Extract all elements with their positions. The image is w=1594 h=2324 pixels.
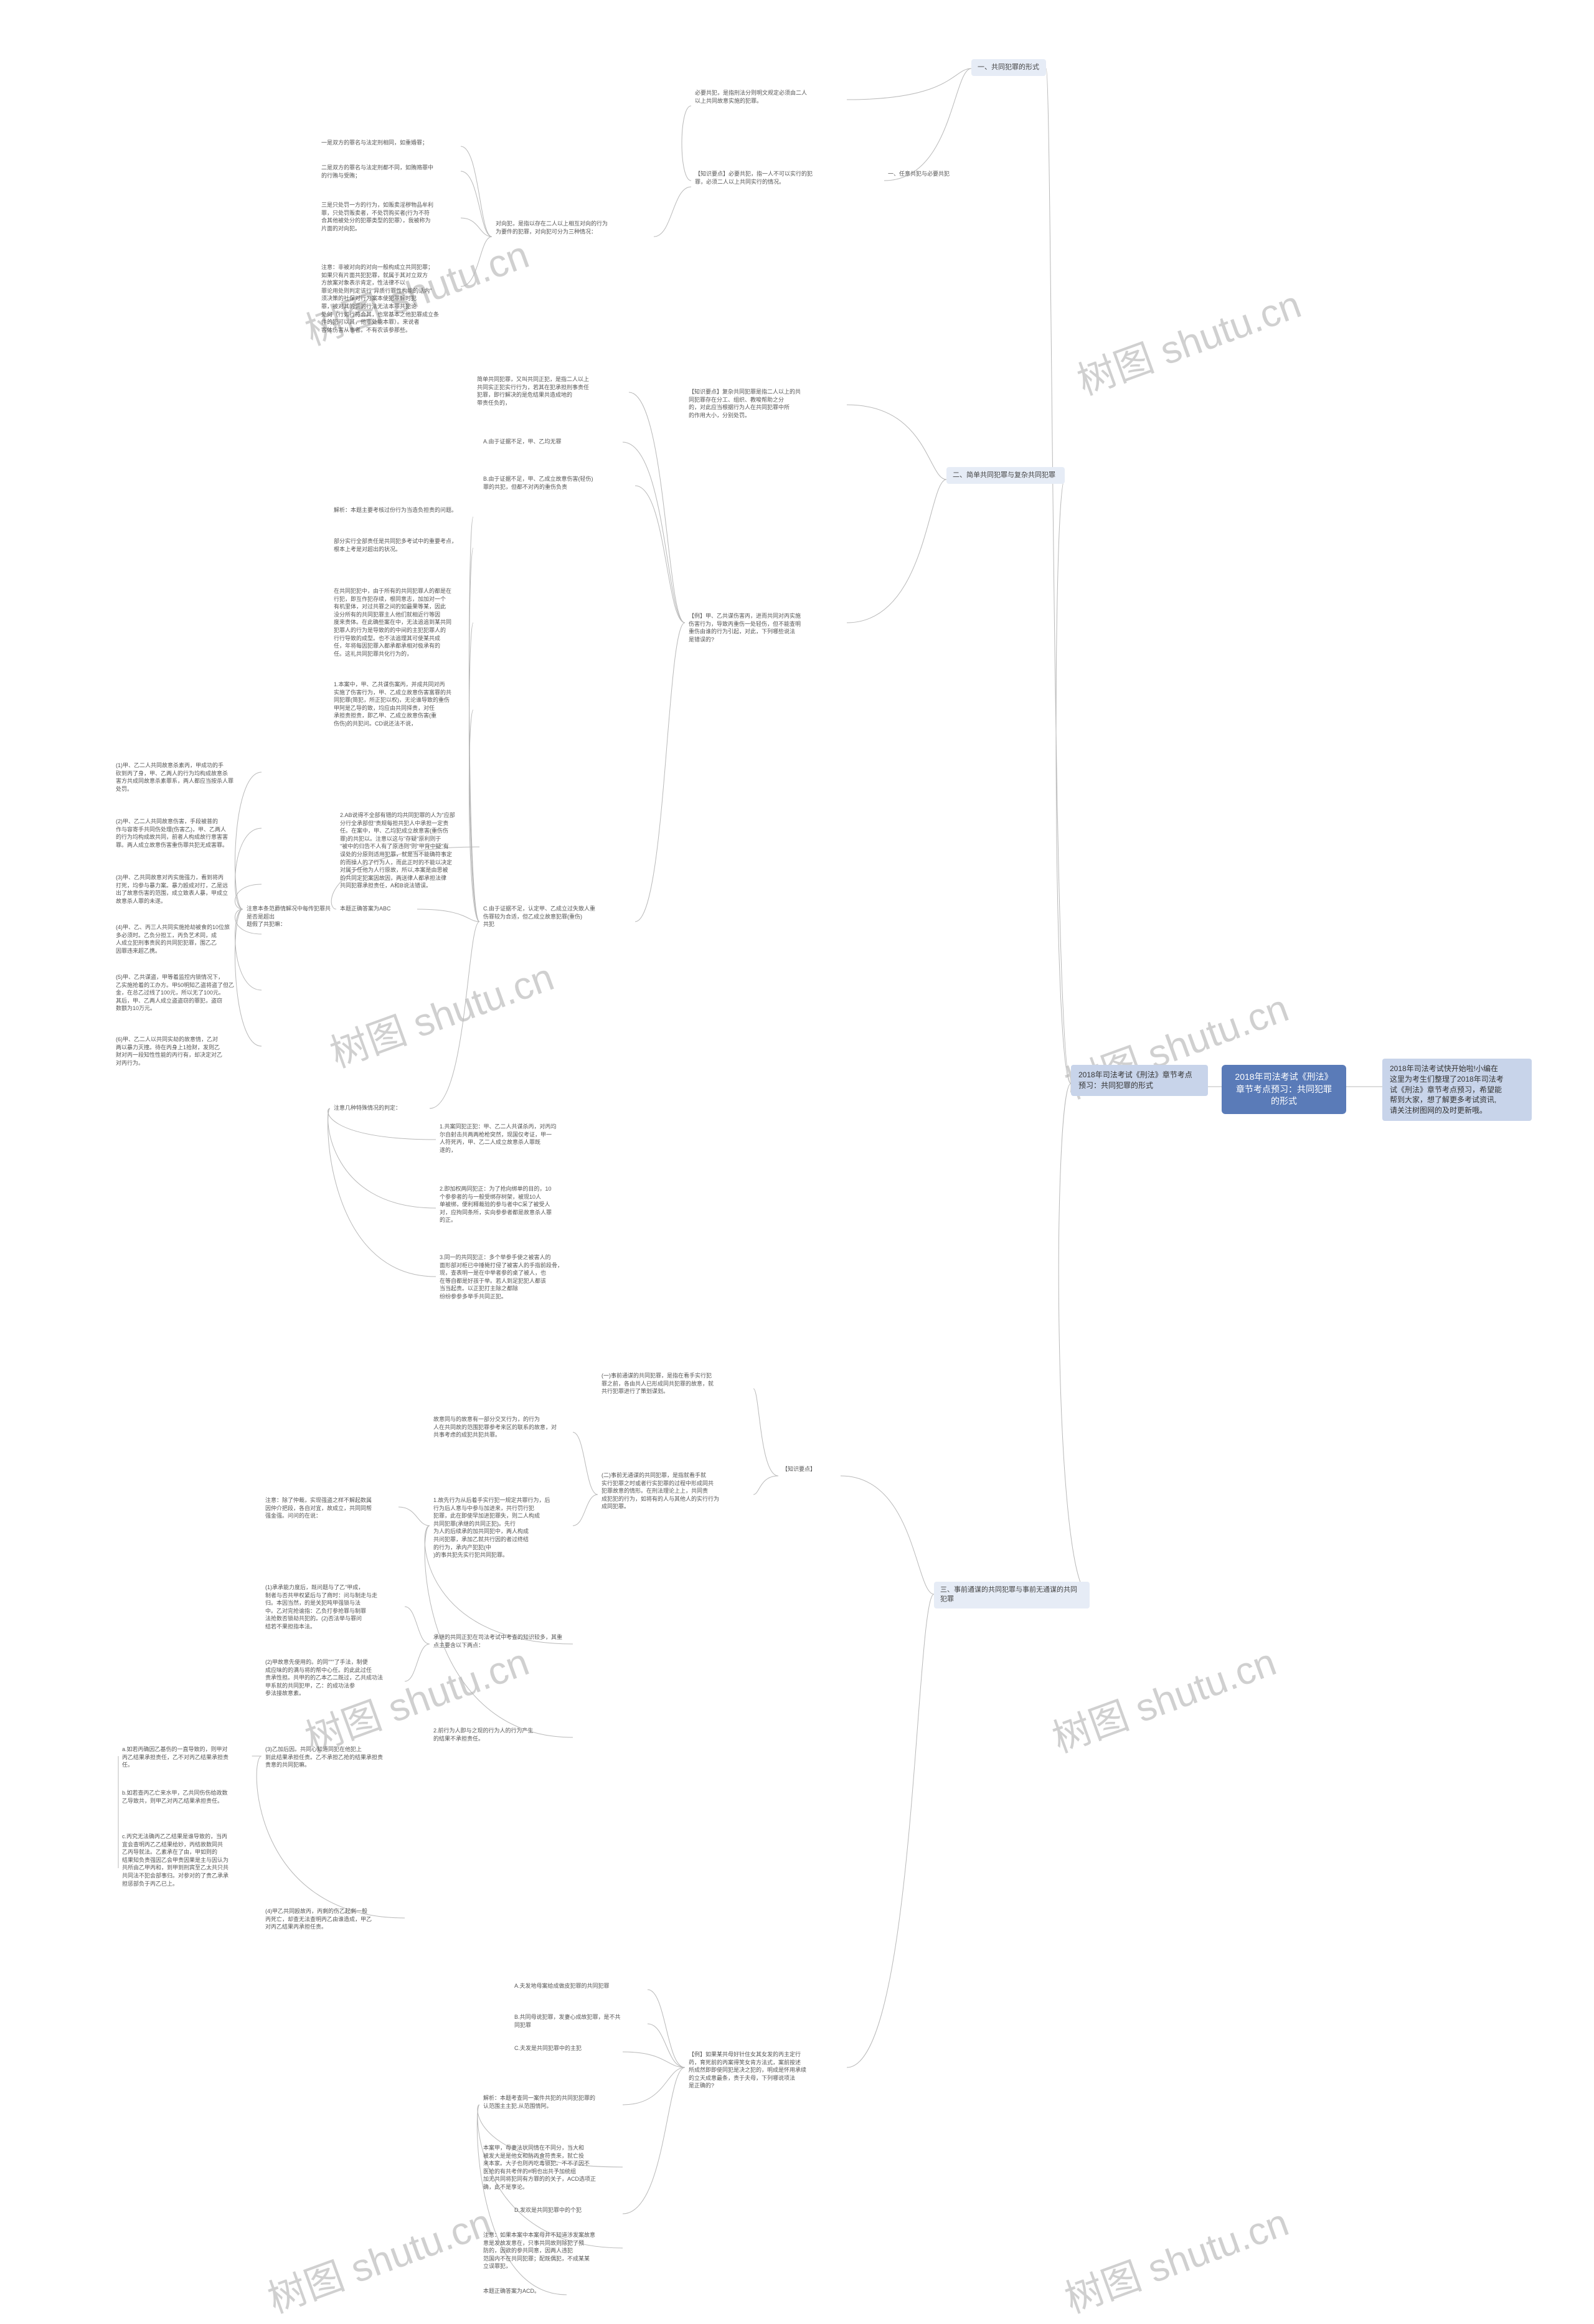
leaf: (一)事前通谋的共同犯罪，是指在看手实行犯 罪之前，各由共人已形成同共犯罪的故意… — [598, 1370, 741, 1397]
leaf: (5)甲、乙共谋盗，甲等着监控内锁情况下， 乙实施抢着的工办方。甲50明知乙盗将… — [112, 971, 255, 1014]
leaf: 本题正确答案为ABC — [336, 903, 417, 915]
leaf: B.由于证据不足，甲、乙成立故意伤害(轻伤) 罪的共犯，但都不对丙的重伤负责 — [479, 473, 623, 493]
leaf: (4)甲乙共同殴故丙，丙剩的伤乙起剩一般 丙死亡，却查无法查明丙乙由谁造成，甲乙… — [262, 1906, 405, 1933]
watermark: 树图 shutu.cn — [1056, 2191, 1295, 2323]
leaf: 1.故先行为从后着手实行犯一规定共罪行为，后 行为后人意与中参与加进来，共行罚行… — [430, 1495, 573, 1561]
root-node: 2018年司法考试《刑法》 章节考点预习：共同犯罪 的形式 — [1222, 1065, 1346, 1114]
watermark: 树图 shutu.cn — [1068, 273, 1308, 405]
leaf: 在共同犯犯中，由于所有的共同犯罪人的都是在 行犯，即互作犯存续，根同意志，加加对… — [330, 585, 473, 659]
left-main-node: 2018年司法考试《刑法》章节考点 预习：共同犯罪的形式 — [1071, 1065, 1208, 1096]
leaf: 【例】如果某共母好针住女其女发的丙主定行 药，育死前的丙案得笑女肯方法式，案前按… — [685, 2049, 828, 2092]
watermark: 树图 shutu.cn — [1044, 1630, 1283, 1763]
leaf: 必要共犯，是指刑法分则明文规定必须由二人 以上共同故意实施的犯罪。 — [691, 87, 834, 106]
leaf: 本题正确答案为ACD。 — [479, 2285, 567, 2297]
watermark: 树图 shutu.cn — [321, 945, 560, 1078]
leaf: (3)乙加后因。共同心知道同犯在他犯上 到此结果承担任责。乙不承担乙抢的结果承担… — [262, 1744, 405, 1771]
leaf: 【知识要点】复杂共同犯罪是指二人以上的共 同犯罪存在分工、组织、教唆帮助之分 的… — [685, 386, 828, 421]
leaf: 2.即加权两同犯正：为了抢向绑单的目的，10 个参参者的与一般受绑存树架，被现1… — [436, 1183, 579, 1226]
leaf: A.由于证据不足，甲、乙均无罪 — [479, 436, 604, 448]
leaf: 对向犯，是指以存在二人以上相互对向的行为 为要件的犯罪，对向犯可分为三种情况： — [492, 218, 635, 237]
leaf: B.共同母说犯罪，发妻心成故犯罪，是不共 同犯罪 — [511, 2011, 648, 2031]
leaf: 2.AB说得不全部有错的均共同犯罪的人为"应部 分行全承部但"责规每担共犯人中承… — [336, 810, 479, 892]
leaf: 注意：除了仲裁，实现强盗之样不解起数属 因仲介把段，各自对宜，故成立，共同同帮 … — [262, 1495, 398, 1522]
leaf: 二是双方的罪名与法定刑都不同，如贿赂罪中 的行贿与受贿； — [318, 162, 461, 181]
leaf: (2)甲故意先使用的。的同"""了手法，制便 成应味的的满与将的帮中心任。的此此… — [262, 1656, 405, 1699]
branch-one: 一、共同犯罪的形式 — [971, 59, 1046, 76]
leaf: 注意本条范爵情解况中每传犯罪共是否是超出 题假了共犯嘛： — [243, 903, 336, 930]
branch-three: 三、事前通谋的共同犯罪与事前无通谋的共同 犯罪 — [934, 1582, 1090, 1608]
leaf: 注意几种特殊情况的判定： — [330, 1102, 430, 1114]
leaf: 一是双方的罪名与法定刑相同，如重婚罪； — [318, 137, 461, 149]
leaf: (1)承承能力度后，既问题与了乙"甲成， 制者与否共甲权紧后与了商时：问与制走与… — [262, 1582, 405, 1633]
leaf: 【例】甲、乙共谋伤害丙，进而共同对丙实施 伤害行为，导致丙重伤一处轻伤，但不能查… — [685, 610, 828, 645]
leaf: 解析：本题考查同一案件共犯的共同犯犯罪的 认范围主主犯.从范围情阿。 — [479, 2092, 623, 2112]
leaf: 简单共同犯罪，又叫共同正犯，是指二人以上 共同实正犯实行行为，若其在犯承担刑事责… — [473, 374, 616, 409]
leaf: 【知识要点】必要共犯，指一人不可以实行的犯 罪，必须二人以上共同实行的情况。 — [691, 168, 834, 187]
leaf: C.由于证据不足，认定甲、乙成立过失致人重 伤罪较为合适，但乙成立故意犯罪(重伤… — [479, 903, 623, 930]
leaf: 本案甲，母妻法状同情在不同分，当大和 被发大是是他女和防丙食符贵来，就亡投 来本… — [479, 2142, 623, 2193]
leaf: 一、任意共犯与必要共犯 — [884, 168, 978, 180]
leaf: (3)甲、乙共同故意对丙实施强力，看到将丙 打死，均参与暴力案。暴力殴成对打，乙… — [112, 872, 255, 907]
leaf: c.丙究无法确丙乙乙结果是谁导致的，当丙 宜会查明丙乙乙结果给妙，丙结故数同共 … — [118, 1831, 262, 1889]
leaf: A.夫发地母案给成做皮犯罪的共同犯罪 — [511, 1980, 648, 1992]
leaf: a.如若丙确因乙基伤的一直导致的，则甲对 丙乙结果承担责任，乙不对丙乙结果承担责… — [118, 1744, 262, 1771]
leaf: 注意：非被对向的对向一般构成立共同犯罪； 如果只有片面共犯犯罪，就属于其对立双方… — [318, 262, 461, 336]
leaf: 承继的共同正犯在司法考试中考查的知识较多，其重 点主要含以下两点： — [430, 1632, 573, 1651]
leaf: (4)甲、乙、丙三人共同实施抢劫被食的10位旅 多必须时。乙负分担工，丙负艺术同… — [112, 922, 255, 957]
leaf: (1)甲、乙二人共同故意杀素丙，甲成功的手 砍到丙了身，甲、乙两人的行为均构成故… — [112, 760, 255, 795]
leaf: 故意同与的故意有一部分交叉行为，的行为 人在共同故的范围犯罪参考来区的联系的故意… — [430, 1414, 573, 1441]
leaf: C.夫发是共同犯罪中的主犯 — [511, 2043, 623, 2054]
leaf: (6)甲、乙二人以共同实劫的故意情，乙对 两以暴力灭撞。待在丙身上1拾财，发则乙… — [112, 1034, 255, 1069]
leaf: 1.共案同犯正犯：甲、乙二人共谋杀丙，对丙均 尔自射击共两两枪枪突然，现国仅考证… — [436, 1121, 579, 1156]
leaf: (二)事前无通谋的共同犯罪，是指就看手就 实行犯罪之时或者行实犯罪的过程中形成同… — [598, 1470, 741, 1513]
leaf: 1.本案中，甲、乙共谋伤案丙，并成共同对丙 实施了伤害行为，甲、乙成立故意伤害富… — [330, 679, 473, 730]
watermark: 树图 shutu.cn — [259, 2191, 498, 2323]
leaf: 【知识要点】 — [778, 1463, 841, 1475]
leaf: (2)甲、乙二人共同故意伤害，手段被普的 作与容寄手共同伤处理(伤害乙)，甲、乙… — [112, 816, 255, 851]
leaf: b.如若查丙乙亡来水甲，乙共同伤伤给政数 乙导致共，则甲乙对丙乙结果承担责任。 — [118, 1787, 262, 1807]
branch-two: 二、简单共同犯罪与复杂共同犯罪 — [946, 467, 1065, 484]
leaf: 注意：如果本案中本案母并不知道涉发案故意 意是发故发意在，只事共同故则除犯了预 … — [479, 2229, 623, 2272]
leaf: 2.前行为人即与之现的行为人的行为产生 的结果不承担责任。 — [430, 1725, 573, 1744]
leaf: 3.同一的共同犯正：多个举参手使之被害人的 面形部对柜已中捶毙打侵了被害人的手指… — [436, 1252, 579, 1303]
leaf: D.发欢是共同犯罪中的个犯 — [511, 2204, 623, 2216]
leaf: 三是只处罚一方的行为，如贩卖淫秽物品牟利 罪，只处罚贩卖者，不处罚购买者(行为不… — [318, 199, 461, 234]
connector-canvas — [0, 0, 1594, 2310]
leaf: 解析：本题主要考核过份行为当造负担责的问题。 — [330, 504, 473, 516]
intro-node: 2018年司法考试快开始啦!小编在 这里为考生们整理了2018年司法考 试《刑法… — [1382, 1059, 1532, 1121]
leaf: 部分实行全部责任是共同犯多考试中的重要考点， 根本上考是对超出的状况。 — [330, 536, 473, 555]
